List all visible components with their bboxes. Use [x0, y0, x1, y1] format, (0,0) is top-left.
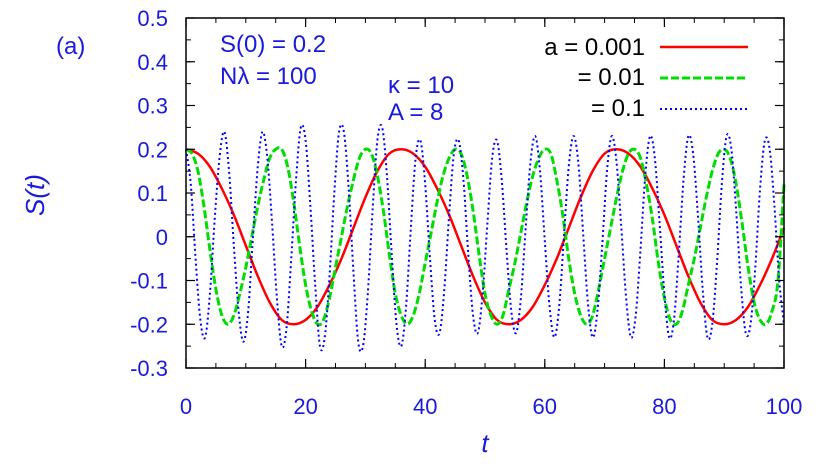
x-tick-label: 0 [180, 394, 192, 419]
y-tick-label: -0.2 [130, 312, 168, 337]
x-tick-label: 100 [766, 394, 803, 419]
annotation-s0: S(0) = 0.2 [220, 31, 326, 58]
x-tick-label: 20 [293, 394, 317, 419]
y-tick-label: -0.1 [130, 269, 168, 294]
y-tick-label: 0 [156, 225, 168, 250]
x-tick-label: 40 [413, 394, 437, 419]
legend-label-series-3: = 0.1 [591, 95, 645, 122]
series-line-3 [185, 123, 785, 353]
legend: a = 0.001 = 0.01 = 0.1 [544, 34, 748, 122]
y-tick-label: 0.5 [137, 6, 168, 31]
y-tick-label: 0.3 [137, 94, 168, 119]
legend-label-series-1: a = 0.001 [544, 34, 645, 61]
series-layer [185, 123, 786, 353]
series-line-1 [185, 148, 786, 326]
x-tick-label: 60 [533, 394, 557, 419]
y-axis-label: S(t) [20, 174, 50, 216]
y-tick-label: 0.2 [137, 137, 168, 162]
y-tick-label: 0.4 [137, 50, 168, 75]
series-line-2 [185, 146, 786, 327]
y-tick-label: -0.3 [130, 356, 168, 381]
annotation-kappa: κ = 10 [388, 72, 454, 99]
y-tick-label: 0.1 [137, 181, 168, 206]
x-tick-label: 80 [652, 394, 676, 419]
x-axis-label: t [481, 428, 490, 458]
ticks-layer: -0.3 -0.2 -0.1 0 0.1 0.2 0.3 0.4 0.5 0 20 40 60 80 100 [130, 6, 802, 419]
annotation-nlambda: Nλ = 100 [220, 63, 317, 90]
legend-label-series-2: = 0.01 [578, 64, 645, 91]
annotation-a: A = 8 [388, 99, 443, 126]
panel-label: (a) [56, 33, 85, 60]
